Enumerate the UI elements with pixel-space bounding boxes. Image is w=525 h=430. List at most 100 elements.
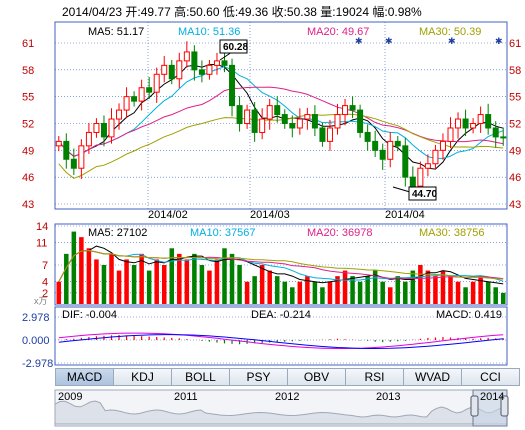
tab-rsi[interactable]: RSI [346, 368, 404, 386]
volume-bar [237, 265, 242, 304]
candle-body [236, 105, 243, 125]
quote-high: 50.60 [189, 5, 220, 19]
candle-body [198, 69, 205, 75]
candle-body [289, 123, 296, 129]
volume-bar [448, 276, 453, 304]
candle-body [85, 131, 92, 147]
volume-bar [365, 276, 370, 304]
candle-body [417, 167, 424, 187]
candle-body [477, 114, 484, 125]
quote-low: 49.36 [238, 5, 269, 19]
volume-bar [493, 287, 498, 304]
candle-body [70, 158, 77, 169]
volume-bar [244, 281, 250, 304]
high-marker-label: 60.28 [223, 42, 248, 53]
volume-bar [169, 248, 175, 304]
quote-close: 50.38 [286, 5, 317, 19]
volume-bar [380, 281, 385, 304]
price-tick-right: 61 [509, 38, 521, 50]
tab-psy[interactable]: PSY [230, 368, 288, 386]
price-tick-left: 46 [22, 172, 34, 184]
volume-tick: 11 [36, 238, 47, 250]
volume-bar [192, 253, 197, 304]
split-markers: ✱ ✱ ✱ ✱ [355, 36, 503, 46]
ma30-line [58, 113, 504, 179]
candle-body [78, 145, 85, 169]
indicator-tabs: MACD KDJ BOLL PSY OBV RSI WVAD CCI [55, 368, 520, 386]
candle-body [402, 145, 409, 178]
tab-macd[interactable]: MACD [55, 368, 114, 386]
tab-obv[interactable]: OBV [288, 368, 346, 386]
quote-volume: 19024 [335, 5, 369, 19]
volume-bar [410, 270, 416, 304]
price-date-axis: 2014/02 2014/03 2014/04 [148, 209, 425, 221]
volume-bar [282, 281, 288, 304]
candle-body [372, 140, 379, 151]
macd-grid [55, 316, 507, 364]
volume-bar [207, 270, 212, 304]
vol-legend-ma5: MA5: 27102 [88, 227, 147, 239]
macd-lines [58, 332, 504, 349]
candle-body [191, 51, 198, 71]
candle-body [213, 60, 220, 66]
candle-body [123, 96, 130, 111]
price-y-axis-right: 61 58 55 52 49 46 43 [509, 38, 521, 211]
candle-body [387, 140, 394, 160]
volume-y-axis: 14 11 7 42 [36, 221, 48, 300]
timeline-year: 2013 [376, 391, 400, 403]
timeline-right-handle[interactable] [500, 395, 509, 417]
volume-bar [500, 292, 506, 304]
tab-wvad[interactable]: WVAD [404, 368, 462, 386]
volume-bar [455, 281, 461, 304]
price-tick-left: 58 [22, 65, 34, 77]
tab-boll[interactable]: BOLL [172, 368, 230, 386]
candle-body [259, 118, 266, 133]
ma20-line [58, 86, 504, 157]
volume-bar [101, 265, 107, 304]
tab-cci[interactable]: CCI [462, 368, 520, 386]
volume-bar [297, 281, 303, 304]
candle-body [342, 105, 349, 116]
volume-bars [56, 231, 506, 304]
volume-ma30-line [58, 249, 504, 282]
split-marker: ✱ [385, 36, 393, 46]
candle-body [447, 127, 454, 142]
timeline-year: 2012 [275, 391, 299, 403]
volume-bar [372, 270, 378, 304]
candle-body [63, 140, 70, 160]
price-y-axis-left: 61 58 55 52 49 46 43 [22, 38, 34, 211]
timeline-year: 2014 [480, 391, 504, 403]
price-tick-right: 58 [509, 65, 521, 77]
volume-bar [64, 253, 69, 304]
candle-body [266, 105, 273, 120]
vol-legend-ma20: MA20: 36978 [307, 227, 372, 239]
candle-body [304, 114, 311, 120]
macd-legend: DIF: -0.004 DEA: -0.214 MACD: 0.419 [62, 309, 502, 321]
split-marker: ✱ [495, 36, 503, 46]
volume-bar [478, 276, 483, 304]
macd-tick: 2.978 [22, 312, 50, 324]
candle-body [251, 109, 258, 133]
volume-bar [327, 281, 333, 304]
dif-line [58, 332, 504, 349]
quote-date: 2014/04/23 [62, 5, 123, 19]
macd-tick: -2.978 [22, 358, 53, 370]
tab-kdj[interactable]: KDJ [114, 368, 172, 386]
volume-bar [199, 265, 205, 304]
volume-bar [440, 270, 446, 304]
volume-bar [79, 237, 84, 304]
candle-body [470, 123, 477, 129]
volume-bar [94, 259, 99, 304]
quote-header: 2014/04/23 开:49.77 高:50.60 低:49.36 收:50.… [62, 5, 422, 19]
timeline-year: 2011 [174, 391, 198, 403]
candle-body [281, 114, 288, 125]
candle-body [146, 87, 153, 93]
candle-body [108, 118, 115, 138]
volume-bar [131, 265, 137, 304]
legend-ma20: MA20: 49.67 [307, 26, 369, 38]
timeline-left-handle[interactable] [470, 395, 479, 417]
candle-body [229, 64, 236, 107]
volume-bar [433, 276, 438, 304]
legend-dif: DIF: -0.004 [62, 309, 117, 321]
